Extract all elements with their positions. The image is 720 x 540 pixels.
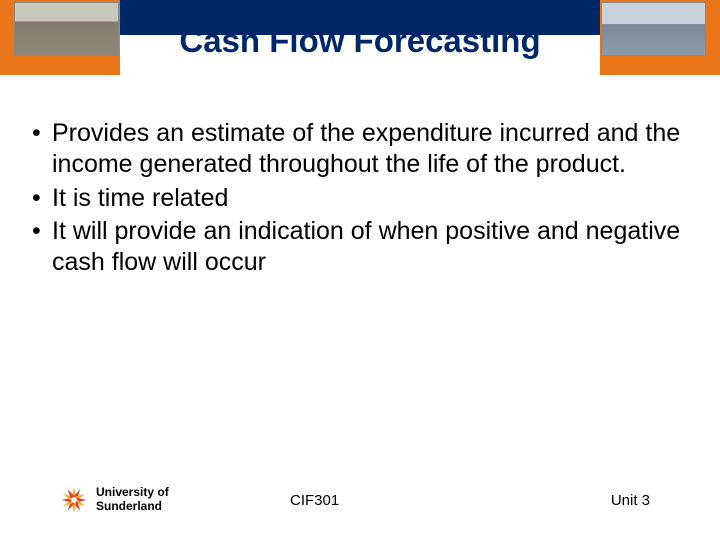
bullet-item: Provides an estimate of the expenditure … bbox=[30, 118, 690, 181]
slide-footer: University of Sunderland CIF301 Unit 3 bbox=[0, 480, 720, 520]
sunburst-icon bbox=[60, 486, 88, 514]
university-logo: University of Sunderland bbox=[60, 486, 169, 514]
university-line2: Sunderland bbox=[96, 500, 169, 514]
slide-header: Cash Flow Forecasting bbox=[0, 0, 720, 75]
bullet-item: It will provide an indication of when po… bbox=[30, 216, 690, 279]
course-code: CIF301 bbox=[290, 492, 339, 509]
university-name: University of Sunderland bbox=[96, 486, 169, 514]
bullet-list: Provides an estimate of the expenditure … bbox=[30, 118, 690, 278]
bullet-item: It is time related bbox=[30, 183, 690, 214]
slide-title: Cash Flow Forecasting bbox=[0, 22, 720, 60]
unit-label: Unit 3 bbox=[611, 492, 650, 509]
university-line1: University of bbox=[96, 486, 169, 500]
slide-content: Provides an estimate of the expenditure … bbox=[30, 118, 690, 280]
